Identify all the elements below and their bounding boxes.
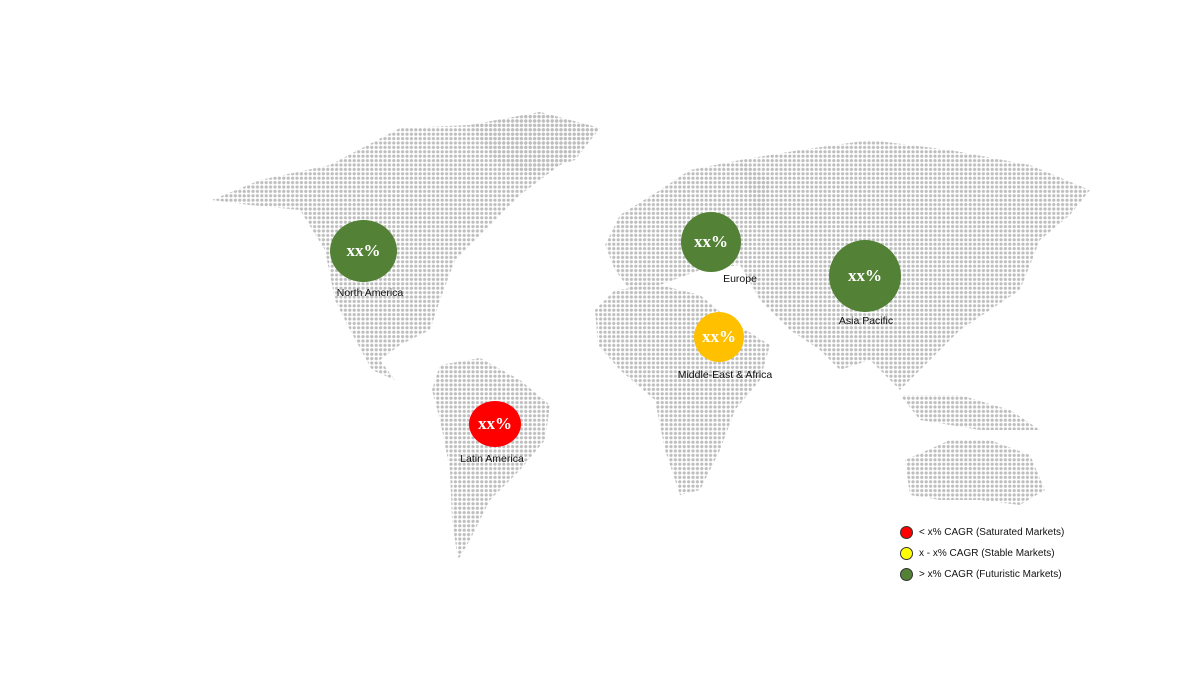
region-label-asia-pacific: Asia Pacific — [838, 315, 894, 327]
region-value: xx% — [478, 414, 512, 433]
region-bubble-middle-east-africa[interactable]: xx% — [694, 312, 744, 362]
yellow-dot-icon — [900, 547, 913, 560]
legend: < x% CAGR (Saturated Markets) x - x% CAG… — [900, 522, 1064, 585]
legend-item-stable: x - x% CAGR (Stable Markets) — [900, 543, 1064, 564]
region-label-north-america: North America — [336, 287, 404, 299]
north-america-shape — [212, 112, 600, 380]
region-value: xx% — [346, 241, 381, 260]
asia-shape — [740, 140, 1090, 390]
region-value: xx% — [848, 266, 882, 285]
greenland-shape — [470, 112, 600, 175]
region-label-latin-america: Latin America — [460, 453, 524, 465]
legend-label: x - x% CAGR (Stable Markets) — [919, 548, 1055, 559]
green-dot-icon — [900, 568, 913, 581]
legend-label: < x% CAGR (Saturated Markets) — [919, 527, 1065, 538]
legend-item-saturated: < x% CAGR (Saturated Markets) — [900, 522, 1064, 543]
region-bubble-asia-pacific[interactable]: xx% — [829, 240, 901, 312]
region-value: xx% — [702, 327, 736, 346]
south-america-shape — [432, 358, 550, 560]
legend-item-futuristic: > x% CAGR (Futuristic Markets) — [900, 564, 1064, 585]
region-value: xx% — [694, 232, 728, 251]
region-bubble-europe[interactable]: xx% — [681, 212, 741, 272]
region-label-europe: Europe — [723, 273, 757, 285]
region-bubble-latin-america[interactable]: xx% — [469, 401, 521, 447]
region-label-middle-east-africa: Middle-East & Africa — [677, 369, 773, 381]
region-bubble-north-america[interactable]: xx% — [330, 220, 397, 282]
africa-shape — [595, 285, 770, 495]
red-dot-icon — [900, 526, 913, 539]
legend-label: > x% CAGR (Futuristic Markets) — [919, 569, 1062, 580]
indonesia-shape — [900, 395, 1040, 430]
australia-shape — [905, 440, 1045, 505]
